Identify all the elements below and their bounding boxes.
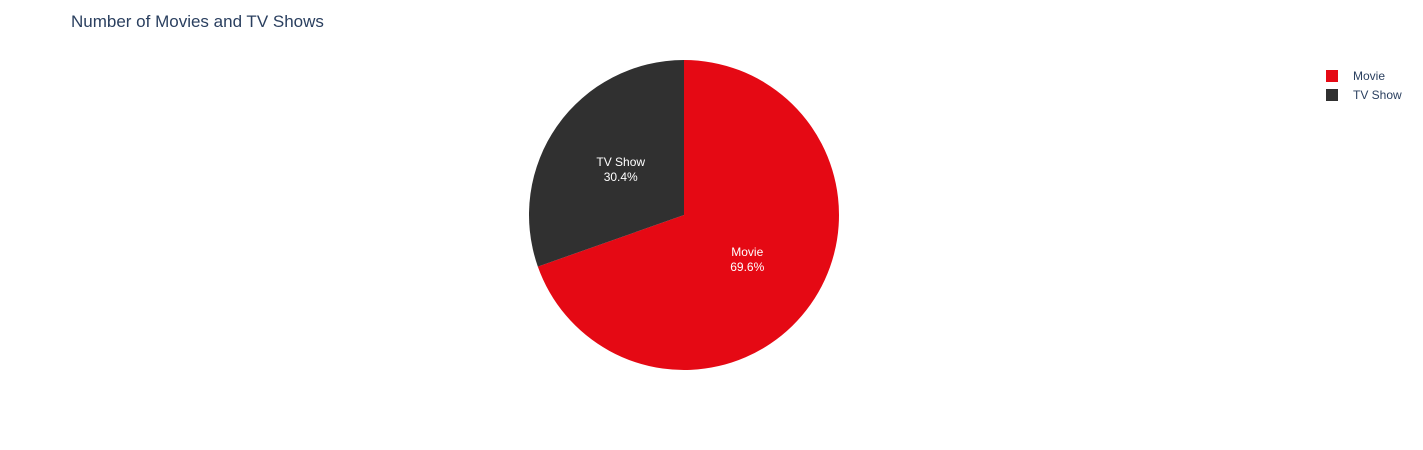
pie-slice-movie[interactable] <box>537 60 839 371</box>
legend-label-tv-show: TV Show <box>1353 87 1402 102</box>
legend-label-movie: Movie <box>1353 68 1386 83</box>
slice-label-name: TV Show <box>596 155 645 169</box>
slice-label-percent: 30.4% <box>604 170 638 184</box>
legend-swatch-movie <box>1326 69 1338 82</box>
slice-label-percent: 69.6% <box>730 260 764 274</box>
legend-item-movie[interactable]: Movie <box>1326 66 1402 85</box>
pie-slice-tv-show[interactable] <box>529 60 684 267</box>
pie-slices <box>529 60 839 371</box>
legend-swatch-tv-show <box>1326 88 1338 101</box>
chart-title: Number of Movies and TV Shows <box>71 12 324 31</box>
legend-item-tv-show[interactable]: TV Show <box>1326 85 1402 104</box>
slice-label-name: Movie <box>731 245 763 259</box>
legend: Movie TV Show <box>1326 66 1402 104</box>
